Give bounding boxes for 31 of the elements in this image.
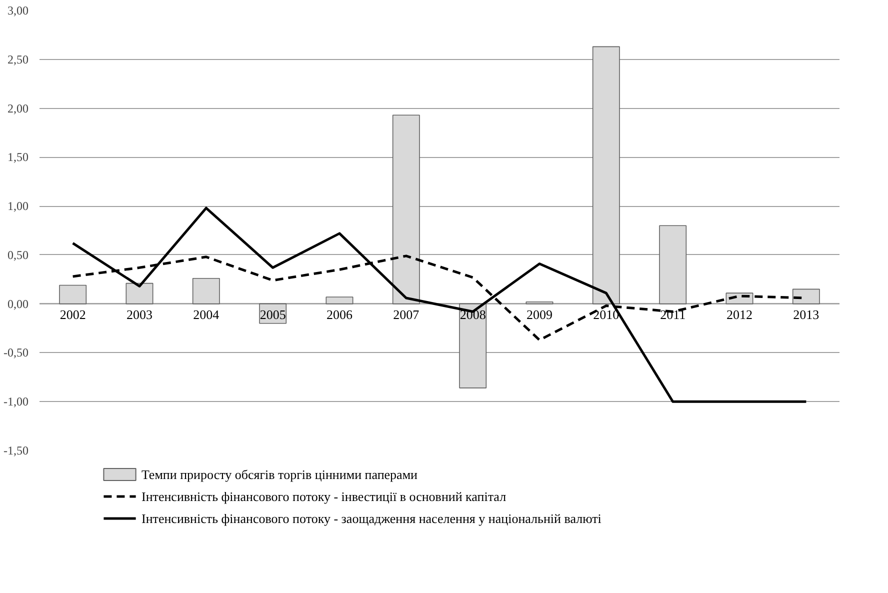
x-tick-label: 2006 [326, 306, 353, 322]
x-tick-label: 2005 [260, 306, 286, 322]
y-tick-label: 0,50 [8, 248, 28, 262]
legend-label: Інтенсивність фінансового потоку - інвестиції в основний капітал [141, 489, 507, 504]
bar [792, 288, 820, 304]
x-tick-label: 2004 [193, 306, 220, 322]
x-tick-label: 2012 [726, 306, 752, 322]
y-tick-label: 1,00 [8, 199, 28, 214]
y-tick-label: 3,00 [8, 4, 28, 18]
legend-label: Темпи приросту обсягів торгів цінними паперами [141, 467, 418, 482]
bar [326, 296, 354, 304]
x-tick-label: 2009 [526, 306, 552, 322]
y-tick-label: -1,00 [4, 394, 29, 409]
bar [592, 46, 620, 304]
bar [192, 278, 220, 304]
x-tick-label: 2003 [126, 306, 152, 322]
x-tick-label: 2002 [60, 306, 86, 322]
bar [659, 225, 687, 304]
y-tick-label: -1,50 [4, 444, 29, 458]
bar [59, 284, 87, 304]
y-tick-label: 1,50 [8, 150, 28, 164]
bar [126, 282, 154, 304]
y-tick-label: 2,00 [8, 101, 28, 116]
y-tick-label: -0,50 [4, 346, 29, 360]
x-tick-label: 2007 [393, 306, 420, 322]
x-tick-label: 2013 [793, 306, 820, 322]
bar [459, 303, 487, 388]
bar [392, 114, 420, 304]
y-tick-label: 0,00 [8, 296, 28, 311]
y-tick-label: 2,50 [8, 52, 28, 66]
legend-label: Інтенсивність фінансового потоку - заощадження населення у національній валюті [141, 511, 602, 526]
